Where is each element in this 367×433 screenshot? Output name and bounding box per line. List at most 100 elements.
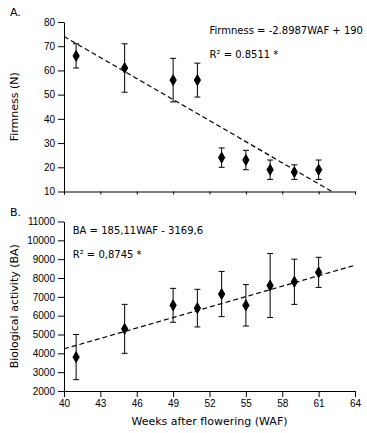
y-tick-label: 80	[44, 17, 56, 28]
y-tick-mark	[58, 372, 64, 373]
y-tick: 60	[44, 65, 64, 76]
error-bar	[219, 148, 225, 167]
x-axis-line	[65, 192, 356, 195]
x-tick	[100, 192, 101, 195]
x-tick-mark	[355, 192, 356, 195]
point	[243, 155, 249, 166]
error-bar	[122, 304, 128, 353]
error-bar	[291, 259, 297, 304]
y-tick: 40	[44, 114, 64, 125]
error-bar	[316, 257, 322, 287]
y-tick-label: 9000	[33, 254, 56, 265]
x-tick-mark	[319, 391, 320, 397]
y-axis: 2000300040005000600070008000900010000110…	[27, 216, 64, 397]
y-tick-label: 10000	[27, 235, 55, 246]
y-axis-line	[64, 23, 65, 193]
x-tick-label: 40	[59, 398, 71, 409]
y-axis-line	[64, 222, 65, 392]
x-axis-line	[65, 392, 356, 398]
annotation: Firmness = -2.8987WAF + 190	[210, 25, 363, 36]
plot-area	[64, 254, 355, 380]
x-tick: 55	[241, 391, 253, 409]
point	[315, 164, 321, 175]
y-tick: 70	[44, 41, 64, 52]
y-tick-label: 11000	[28, 216, 56, 227]
y-tick-mark	[58, 316, 64, 317]
x-tick-mark	[210, 391, 211, 397]
x-tick-label: 46	[132, 398, 144, 409]
x-tick-label: 52	[204, 398, 216, 409]
x-tick-mark	[173, 192, 174, 195]
point	[170, 75, 176, 86]
y-tick-label: 2000	[33, 386, 56, 397]
y-tick: 6000	[33, 310, 64, 321]
y-tick-label: 60	[44, 65, 56, 76]
y-tick-mark	[58, 353, 64, 354]
error-bar	[267, 160, 273, 179]
y-tick: 20	[44, 162, 64, 173]
y-tick-label: 5000	[33, 329, 56, 340]
x-tick: 58	[277, 391, 289, 409]
x-tick	[173, 192, 174, 195]
x-tick	[137, 192, 138, 195]
annotation: R² = 0.8511 *	[210, 49, 279, 60]
y-tick-mark	[58, 70, 64, 71]
x-tick	[282, 192, 283, 195]
y-tick-mark	[58, 297, 64, 298]
y-tick-label: 8000	[33, 273, 56, 284]
y-axis-title: Firmness (N)	[8, 72, 21, 141]
error-bar	[291, 165, 297, 180]
x-tick-label: 55	[241, 398, 253, 409]
y-tick: 7000	[33, 292, 64, 303]
point	[267, 280, 273, 291]
x-tick-label: 58	[277, 398, 289, 409]
x-axis: 404346495255586164	[59, 391, 362, 409]
y-tick-label: 10	[44, 186, 56, 197]
error-bar	[122, 44, 128, 92]
point	[194, 75, 200, 86]
point	[243, 300, 249, 311]
point	[121, 63, 127, 74]
error-bar	[170, 288, 176, 322]
y-tick-label: 50	[44, 89, 56, 100]
y-tick: 80	[44, 17, 64, 28]
point	[291, 276, 297, 287]
y-tick-label: 7000	[33, 292, 56, 303]
panel: 10 20 30 40 50 60 70 80 Firmness = -2.8987WAF + …	[8, 6, 363, 205]
x-tick	[210, 192, 211, 195]
y-tick: 9000	[33, 254, 64, 265]
error-bar	[170, 58, 176, 102]
y-tick-label: 30	[44, 138, 56, 149]
x-tick	[319, 192, 320, 195]
regression-line	[64, 36, 355, 191]
x-tick-label: 64	[350, 398, 362, 409]
point	[170, 300, 176, 311]
y-tick-mark	[58, 46, 64, 47]
x-tick-label: 49	[168, 398, 180, 409]
error-bar	[267, 254, 273, 318]
annotation: R² = 0,8745 *	[73, 249, 142, 260]
regression-line	[64, 265, 355, 349]
y-tick: 50	[44, 89, 64, 100]
y-tick-mark	[58, 278, 64, 279]
error-bar	[243, 150, 249, 169]
y-axis: 10 20 30 40 50 60 70 80	[44, 17, 65, 198]
y-tick-label: 4000	[33, 348, 56, 359]
y-tick-mark	[58, 335, 64, 336]
x-axis-title: Weeks after flowering (WAF)	[131, 415, 287, 428]
y-tick-mark	[58, 192, 64, 193]
x-tick: 64	[350, 391, 362, 409]
x-tick-label: 61	[314, 398, 326, 409]
y-tick-label: 70	[44, 41, 56, 52]
x-tick: 52	[204, 391, 216, 409]
panel-label: B.	[10, 206, 21, 219]
panel: 4043464952555861642000300040005000600070…	[8, 206, 361, 429]
y-tick-mark	[58, 119, 64, 120]
y-tick-mark	[58, 222, 64, 223]
annotation: BA = 185,11WAF - 3169,6	[73, 225, 203, 236]
point	[121, 323, 127, 334]
y-tick-mark	[58, 22, 64, 23]
point	[291, 167, 297, 178]
plot-area	[64, 36, 355, 191]
point	[315, 267, 321, 278]
